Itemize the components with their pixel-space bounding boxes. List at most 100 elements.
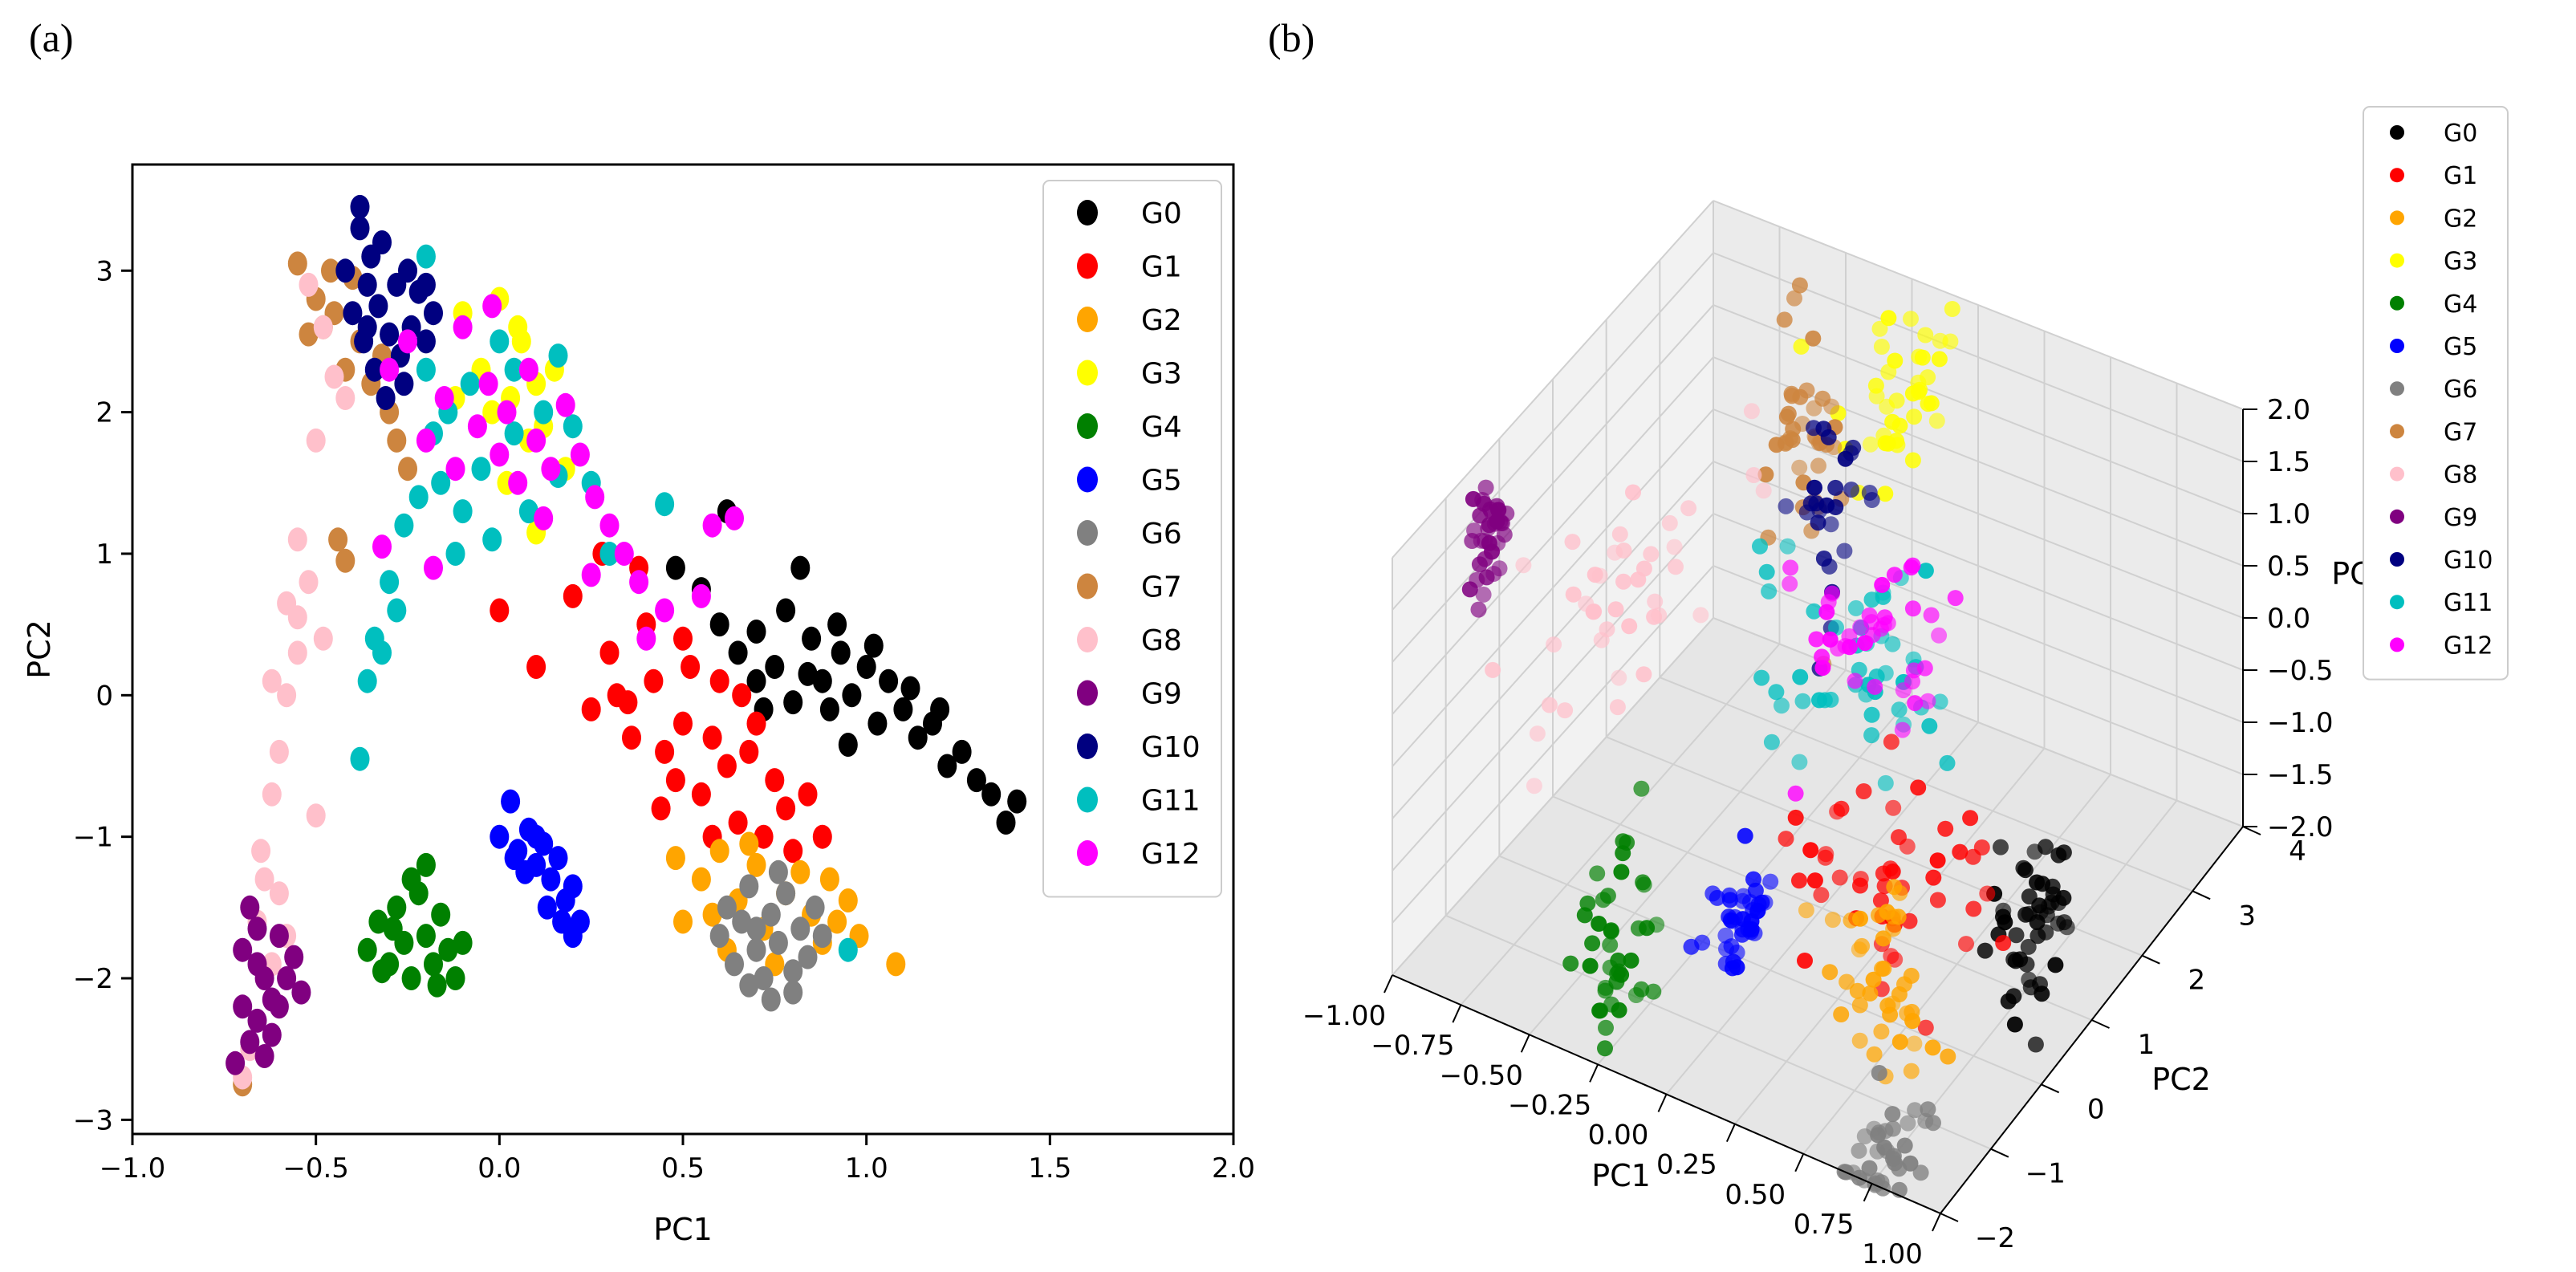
point3d-G7 — [1780, 405, 1797, 422]
point-G10 — [376, 386, 396, 410]
grid-floor-y — [1659, 677, 2193, 892]
point-G10 — [343, 301, 363, 326]
point3d-G6 — [1851, 1142, 1867, 1159]
point3d-G2 — [1885, 908, 1902, 925]
point-G8 — [299, 570, 319, 595]
y3d-tick-label: 2 — [2188, 965, 2206, 997]
point-G0 — [952, 739, 972, 764]
point3d-G3 — [1889, 437, 1906, 453]
point3d-G12 — [1782, 575, 1798, 592]
point-G5 — [504, 846, 524, 871]
point3d-G4 — [1602, 937, 1619, 953]
grid-left-z — [1392, 200, 1714, 559]
point3d-G2 — [1852, 910, 1868, 927]
point-G0 — [996, 811, 1016, 835]
legend-3d: G0 G1 G2 G3 G4 G5 G6 G7 G8 G9 G10 G11 G12 — [2363, 106, 2509, 681]
point3d-G0 — [2006, 1016, 2023, 1033]
y3d-tick-mark — [2192, 890, 2211, 900]
point3d-G2 — [1903, 1063, 1920, 1079]
point3d-G2 — [1873, 1023, 1890, 1040]
point-G12 — [508, 470, 528, 495]
point-G11 — [482, 527, 502, 552]
point3d-G0 — [2050, 847, 2067, 864]
point-G0 — [900, 676, 920, 701]
point-G3 — [508, 315, 528, 339]
x-tick-label: 1.5 — [1028, 1152, 1071, 1185]
point3d-G5 — [1737, 827, 1753, 844]
z3d-tick-label: −1.0 — [2267, 707, 2334, 739]
point3d-G8 — [1515, 557, 1532, 574]
grid-back-z — [1713, 565, 2244, 775]
point3d-G11 — [1884, 636, 1901, 652]
point-G10 — [398, 258, 417, 283]
point3d-G0 — [2038, 839, 2054, 855]
point3d-G0 — [2031, 897, 2048, 914]
x3d-tick-mark — [1657, 1094, 1668, 1112]
point-G0 — [709, 612, 729, 637]
point-G8 — [335, 386, 356, 410]
point3d-G5 — [1717, 955, 1734, 972]
point3d-G4 — [1645, 983, 1662, 1000]
point-G7 — [398, 457, 417, 482]
grid-back-z — [1713, 408, 2244, 619]
point-G0 — [981, 782, 1002, 807]
point-G1 — [526, 655, 546, 679]
point-G8 — [251, 839, 271, 864]
point3d-G2 — [1866, 1046, 1883, 1063]
point3d-G0 — [2029, 914, 2046, 931]
point3d-G7 — [1791, 277, 1808, 294]
point-G2 — [819, 867, 839, 892]
x-axis-label-3d: PC1 — [1591, 1158, 1651, 1193]
point-G4 — [424, 952, 443, 977]
legend-label-G12: G12 — [1141, 838, 1201, 871]
point-G10 — [416, 272, 436, 297]
point-G6 — [754, 966, 774, 990]
x3d-tick-label: 0.50 — [1725, 1179, 1786, 1211]
grid-left-z — [1392, 617, 1714, 976]
point-G6 — [725, 952, 744, 977]
point3d-G0 — [2056, 914, 2073, 931]
legend-label-G1: G1 — [1141, 251, 1182, 284]
point3d-G7 — [1810, 457, 1826, 474]
point3d-G0 — [2034, 876, 2051, 892]
point-G12 — [570, 442, 590, 467]
point3d-G7 — [1757, 466, 1774, 483]
series3d-G0 — [1977, 839, 2075, 1053]
x3d-tick-label: −0.25 — [1508, 1089, 1591, 1121]
point3d-G11 — [1828, 620, 1844, 636]
pane-floor — [1392, 618, 2243, 1213]
point-G4 — [438, 937, 458, 962]
point3d-G8 — [1541, 697, 1558, 713]
point-G1 — [739, 739, 759, 764]
legend3d-marker-G9 — [2390, 509, 2404, 524]
point-G0 — [831, 640, 851, 665]
point3d-G12 — [1886, 567, 1903, 583]
point3d-G8 — [1680, 500, 1697, 517]
point3d-G12 — [1787, 785, 1804, 802]
point-G7 — [321, 258, 340, 283]
point-G0 — [819, 697, 839, 721]
point-G11 — [471, 457, 491, 482]
point-G0 — [665, 555, 685, 580]
point3d-G4 — [1584, 935, 1601, 952]
point-G2 — [746, 852, 766, 877]
point3d-G1 — [1818, 846, 1834, 863]
point3d-G8 — [1668, 559, 1684, 575]
point3d-G9 — [1485, 566, 1502, 582]
x3d-axis-line — [1392, 974, 1941, 1214]
point3d-G7 — [1782, 430, 1798, 447]
point-G1 — [746, 711, 766, 736]
legend-label-G0: G0 — [1141, 197, 1182, 230]
point3d-G4 — [1619, 835, 1635, 851]
point-G12 — [691, 583, 711, 608]
grid-back-z — [1713, 200, 2244, 410]
point3d-G12 — [1895, 682, 1912, 699]
point3d-G1 — [1929, 852, 1946, 869]
point3d-G2 — [1875, 960, 1892, 977]
point-G8 — [306, 428, 326, 453]
point3d-G1 — [1925, 869, 1942, 886]
x3d-tick-label: 1.00 — [1862, 1238, 1923, 1270]
point3d-G12 — [1818, 603, 1835, 620]
point3d-G10 — [1810, 514, 1826, 531]
point3d-G7 — [1823, 398, 1840, 415]
